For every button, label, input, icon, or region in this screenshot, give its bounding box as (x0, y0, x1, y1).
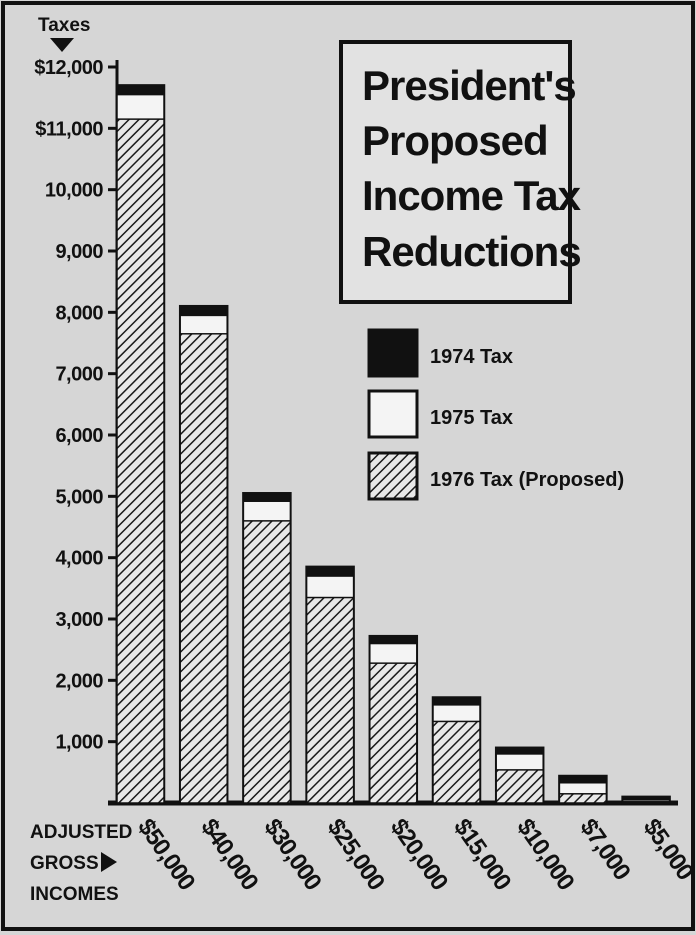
bar-1976-tax-proposed (116, 118, 165, 804)
y-tick-label: 7,000 (55, 364, 103, 386)
x-tick-label: $5,000 (638, 814, 696, 885)
chart-title-line-2: Proposed (362, 117, 548, 164)
bar-1976-tax-proposed (369, 662, 418, 804)
x-axis-label-line-3: INCOMES (30, 884, 119, 905)
y-tick-label: 10,000 (45, 180, 104, 202)
x-axis-label-line-1: ADJUSTED (30, 822, 132, 843)
chart-title-line-3: Income Tax (362, 172, 582, 219)
title-box (339, 40, 572, 304)
x-tick-label: $40,000 (195, 814, 263, 895)
category-labels: $50,000$40,000$30,000$25,000$20,000$15,0… (132, 814, 696, 895)
bar-1976-tax-proposed (495, 769, 544, 804)
x-axis-arrow-icon (101, 852, 117, 872)
x-tick-label: $25,000 (322, 814, 390, 895)
legend-swatch-1975 (367, 389, 419, 439)
legend-label-1974: 1974 Tax (430, 346, 513, 368)
legend-label-1975: 1975 Tax (430, 407, 513, 429)
y-axis-ticks: 1,000 2,000 3,000 4,000 5,000 6,000 7,000 8,000… (34, 57, 117, 754)
chart-title-line-1: President's (362, 62, 576, 109)
y-tick-label: 5,000 (55, 486, 103, 508)
y-tick-label: 8,000 (55, 302, 103, 324)
x-tick-label: $30,000 (258, 814, 326, 895)
y-tick-label: 6,000 (55, 425, 103, 447)
legend-swatch-1974 (367, 328, 419, 378)
x-tick-label: $7,000 (574, 814, 635, 885)
y-tick-label: 2,000 (55, 670, 103, 692)
bar-1976-tax-proposed (305, 596, 355, 804)
x-tick-label: $50,000 (132, 814, 200, 895)
legend-label-1976: 1976 Tax (Proposed) (430, 469, 624, 491)
bar-1976-tax-proposed (242, 520, 292, 804)
bar-1976-tax-proposed (558, 793, 608, 804)
y-axis-arrow-icon (50, 38, 74, 52)
y-tick-label: 3,000 (55, 609, 103, 631)
x-tick-label: $15,000 (448, 814, 516, 895)
bar-1976-tax-proposed (621, 801, 671, 804)
y-tick-label: 9,000 (55, 241, 103, 263)
y-tick-label: 1,000 (55, 732, 103, 754)
x-axis-label-line-2: GROSS (30, 853, 99, 874)
legend-swatch-1976 (367, 451, 419, 501)
x-tick-label: $20,000 (385, 814, 453, 895)
y-tick-label: $12,000 (34, 57, 103, 79)
bars-group (115, 84, 671, 805)
y-tick-label: $11,000 (35, 118, 103, 140)
chart-title-line-4: Reductions (362, 228, 581, 275)
bar-1976-tax-proposed (432, 720, 481, 804)
x-tick-label: $10,000 (511, 814, 579, 895)
y-tick-label: 4,000 (55, 548, 103, 570)
y-axis-label: Taxes (38, 15, 90, 36)
bar-1976-tax-proposed (179, 333, 228, 804)
